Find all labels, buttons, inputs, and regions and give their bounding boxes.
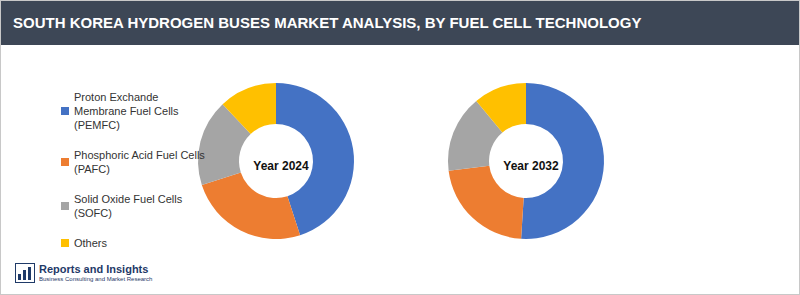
html-text:SOUTH KOREA HYDROGEN BUSES MAR: SOUTH KOREA HYDROGEN BUSES MARKET ANALYS… (13, 14, 642, 31)
svg-text:(PEMFC): (PEMFC) (74, 119, 120, 131)
svg-text:Others: Others (74, 237, 108, 249)
html-text:Reports and Insights: Reports and Insights (39, 263, 149, 275)
svg-text:(PAFC): (PAFC) (74, 163, 110, 175)
svg-text:Solid Oxide Fuel Cells: Solid Oxide Fuel Cells (74, 193, 185, 205)
svg-text:Membrane Fuel Cells: Membrane Fuel Cells (74, 105, 182, 117)
html-text:Business Consulting and Market: Business Consulting and Market Research (39, 276, 153, 282)
svg-text:Year 2024: Year 2024 (253, 159, 309, 173)
svg-text:(SOFC): (SOFC) (74, 207, 112, 219)
svg-text:Year 2032: Year 2032 (503, 159, 559, 173)
svg-text:Proton Exchande: Proton Exchande (74, 91, 161, 103)
svg-text:Phosphoric Acid Fuel Cells: Phosphoric Acid Fuel Cells (74, 149, 208, 161)
